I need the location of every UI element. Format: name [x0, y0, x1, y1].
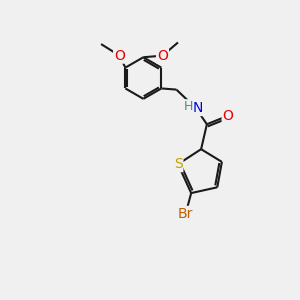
Text: O: O	[157, 49, 168, 63]
Text: O: O	[223, 109, 234, 123]
Text: O: O	[114, 49, 125, 63]
Text: H: H	[184, 100, 193, 113]
Text: S: S	[174, 157, 182, 171]
Text: N: N	[193, 101, 203, 115]
Text: Br: Br	[178, 207, 193, 221]
